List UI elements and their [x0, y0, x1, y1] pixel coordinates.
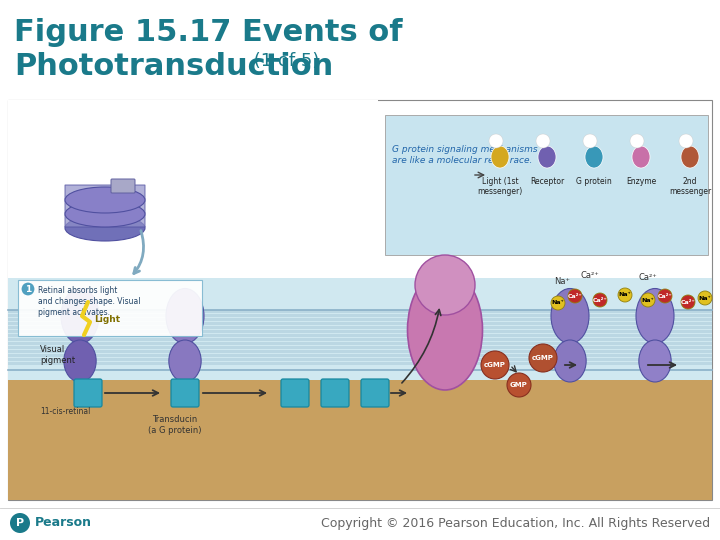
Text: Ca²⁺: Ca²⁺: [567, 294, 582, 299]
Bar: [8, 322, 712, 325]
Text: 1: 1: [25, 285, 31, 294]
Circle shape: [507, 373, 531, 397]
Text: Phototransduction: Phototransduction: [14, 52, 333, 81]
Text: Ca²⁺: Ca²⁺: [680, 300, 696, 305]
Circle shape: [618, 288, 632, 302]
Bar: [8, 342, 712, 345]
Text: Pearson: Pearson: [35, 516, 92, 530]
Circle shape: [551, 296, 565, 310]
FancyBboxPatch shape: [171, 379, 199, 407]
Ellipse shape: [491, 146, 509, 168]
FancyBboxPatch shape: [8, 380, 712, 500]
Text: Na⁺: Na⁺: [698, 295, 711, 300]
Circle shape: [593, 293, 607, 307]
FancyBboxPatch shape: [111, 179, 135, 193]
Text: Visual
pigment: Visual pigment: [40, 345, 75, 365]
Circle shape: [536, 134, 550, 148]
Bar: [8, 334, 712, 336]
Text: Retinal absorbs light
and changes shape. Visual
pigment activates.: Retinal absorbs light and changes shape.…: [38, 286, 140, 317]
Circle shape: [481, 351, 509, 379]
Ellipse shape: [61, 288, 99, 343]
Text: GMP: GMP: [510, 382, 528, 388]
Bar: [8, 362, 712, 364]
Text: G protein: G protein: [576, 177, 612, 186]
Text: Ca²⁺: Ca²⁺: [639, 273, 657, 282]
Text: Ca²⁺: Ca²⁺: [580, 271, 599, 280]
Text: Light (1st
messenger): Light (1st messenger): [477, 177, 523, 197]
Bar: [8, 318, 712, 321]
Text: (1 of 5): (1 of 5): [248, 52, 320, 70]
Text: P: P: [16, 518, 24, 528]
Circle shape: [21, 282, 35, 296]
FancyBboxPatch shape: [8, 100, 712, 500]
Bar: [8, 314, 712, 316]
Text: Na⁺: Na⁺: [552, 300, 564, 306]
Ellipse shape: [415, 255, 475, 315]
FancyBboxPatch shape: [385, 115, 708, 255]
FancyBboxPatch shape: [361, 379, 389, 407]
Text: Na⁺: Na⁺: [554, 277, 570, 286]
Text: Ca²⁺: Ca²⁺: [657, 294, 672, 299]
Bar: [8, 350, 712, 353]
Circle shape: [630, 134, 644, 148]
Circle shape: [679, 134, 693, 148]
Circle shape: [698, 291, 712, 305]
Text: cGMP: cGMP: [532, 355, 554, 361]
Text: Light: Light: [94, 315, 120, 324]
Text: Receptor: Receptor: [530, 177, 564, 186]
FancyBboxPatch shape: [74, 379, 102, 407]
Text: Ca²⁺: Ca²⁺: [593, 298, 607, 302]
Circle shape: [658, 289, 672, 303]
Text: Figure 15.17 Events of: Figure 15.17 Events of: [14, 18, 402, 47]
Ellipse shape: [64, 340, 96, 382]
FancyBboxPatch shape: [18, 280, 202, 336]
Circle shape: [568, 289, 582, 303]
Ellipse shape: [538, 146, 556, 168]
Text: 11-cis-retinal: 11-cis-retinal: [40, 407, 91, 416]
Ellipse shape: [554, 340, 586, 382]
FancyBboxPatch shape: [281, 379, 309, 407]
FancyBboxPatch shape: [8, 100, 378, 278]
Text: Enzyme: Enzyme: [626, 177, 656, 186]
Text: 2nd
messenger: 2nd messenger: [669, 177, 711, 197]
Circle shape: [583, 134, 597, 148]
Ellipse shape: [639, 340, 671, 382]
Text: G protein signaling mechanisms
are like a molecular relay race.: G protein signaling mechanisms are like …: [392, 145, 538, 165]
Ellipse shape: [551, 288, 589, 343]
FancyBboxPatch shape: [8, 278, 712, 430]
Ellipse shape: [636, 288, 674, 343]
Circle shape: [489, 134, 503, 148]
Bar: [8, 338, 712, 341]
Ellipse shape: [169, 340, 201, 382]
Ellipse shape: [408, 270, 482, 390]
Circle shape: [529, 344, 557, 372]
Ellipse shape: [585, 146, 603, 168]
Text: Na⁺: Na⁺: [642, 298, 654, 302]
Text: Na⁺: Na⁺: [618, 293, 631, 298]
Ellipse shape: [65, 215, 145, 241]
Ellipse shape: [681, 146, 699, 168]
Text: Transducin
(a G protein): Transducin (a G protein): [148, 415, 202, 435]
Circle shape: [10, 513, 30, 533]
Ellipse shape: [166, 288, 204, 343]
FancyBboxPatch shape: [321, 379, 349, 407]
Ellipse shape: [65, 187, 145, 213]
Ellipse shape: [632, 146, 650, 168]
Bar: [8, 310, 712, 313]
Bar: [8, 354, 712, 356]
Ellipse shape: [65, 201, 145, 227]
Text: cGMP: cGMP: [484, 362, 506, 368]
FancyBboxPatch shape: [65, 185, 145, 227]
Circle shape: [641, 293, 655, 307]
Text: Copyright © 2016 Pearson Education, Inc. All Rights Reserved: Copyright © 2016 Pearson Education, Inc.…: [321, 516, 710, 530]
Bar: [8, 330, 712, 333]
Circle shape: [681, 295, 695, 309]
Bar: [8, 326, 712, 328]
Bar: [8, 346, 712, 348]
Bar: [8, 358, 712, 361]
